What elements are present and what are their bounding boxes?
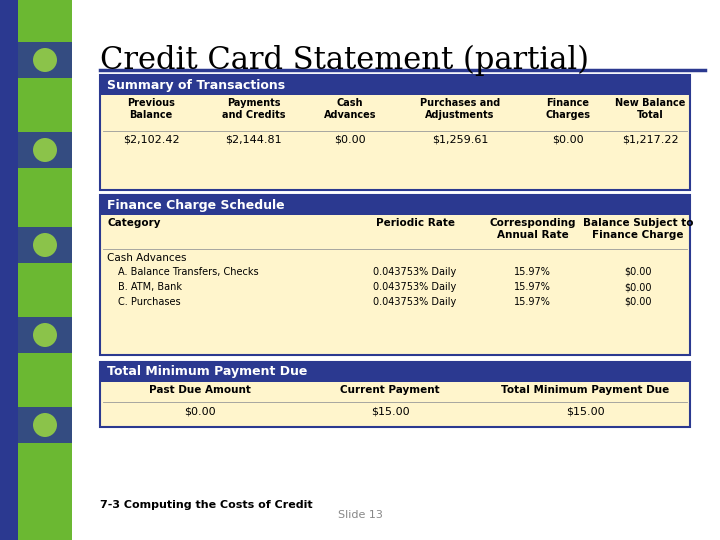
Text: B. ATM, Bank: B. ATM, Bank: [118, 282, 182, 292]
Bar: [100, 362, 690, 382]
Bar: [100, 195, 690, 215]
Bar: [18, 407, 72, 443]
Text: A. Balance Transfers, Checks: A. Balance Transfers, Checks: [118, 267, 258, 277]
Text: Category: Category: [107, 218, 161, 228]
Text: $0.00: $0.00: [624, 297, 652, 307]
Text: 0.043753% Daily: 0.043753% Daily: [374, 297, 456, 307]
Text: 7-3 Computing the Costs of Credit: 7-3 Computing the Costs of Credit: [100, 500, 312, 510]
Text: $2,144.81: $2,144.81: [225, 135, 282, 145]
Text: Previous
Balance: Previous Balance: [127, 98, 175, 119]
Text: 15.97%: 15.97%: [514, 297, 551, 307]
Text: Finance
Charges: Finance Charges: [545, 98, 590, 119]
Text: Purchases and
Adjustments: Purchases and Adjustments: [420, 98, 500, 119]
Bar: [18, 132, 72, 168]
Circle shape: [33, 48, 57, 72]
Circle shape: [33, 413, 57, 437]
Text: $0.00: $0.00: [552, 135, 583, 145]
Text: $1,259.61: $1,259.61: [432, 135, 488, 145]
Text: $15.00: $15.00: [566, 406, 605, 416]
Text: Balance Subject to
Finance Charge: Balance Subject to Finance Charge: [582, 218, 693, 240]
Text: Summary of Transactions: Summary of Transactions: [107, 78, 285, 91]
Bar: [18, 317, 72, 353]
Bar: [0, 0, 18, 540]
Text: C. Purchases: C. Purchases: [118, 297, 181, 307]
Bar: [100, 362, 690, 427]
Text: 0.043753% Daily: 0.043753% Daily: [374, 282, 456, 292]
Text: $0.00: $0.00: [624, 267, 652, 277]
Circle shape: [33, 233, 57, 257]
Circle shape: [33, 323, 57, 347]
Text: $15.00: $15.00: [371, 406, 409, 416]
Text: Total Minimum Payment Due: Total Minimum Payment Due: [107, 366, 307, 379]
Text: Slide 13: Slide 13: [338, 510, 382, 520]
Bar: [0, 0, 72, 540]
Text: $0.00: $0.00: [184, 406, 215, 416]
Text: $2,102.42: $2,102.42: [122, 135, 179, 145]
Text: Periodic Rate: Periodic Rate: [376, 218, 454, 228]
Text: Cash
Advances: Cash Advances: [324, 98, 377, 119]
Text: 15.97%: 15.97%: [514, 282, 551, 292]
Text: Credit Card Statement (partial): Credit Card Statement (partial): [100, 45, 589, 76]
Bar: [100, 75, 690, 190]
Text: Total Minimum Payment Due: Total Minimum Payment Due: [501, 385, 670, 395]
Bar: [18, 42, 72, 78]
Text: Past Due Amount: Past Due Amount: [148, 385, 251, 395]
Text: $0.00: $0.00: [334, 135, 366, 145]
Text: $0.00: $0.00: [624, 282, 652, 292]
Bar: [100, 195, 690, 355]
Text: 0.043753% Daily: 0.043753% Daily: [374, 267, 456, 277]
Text: Finance Charge Schedule: Finance Charge Schedule: [107, 199, 284, 212]
Text: Corresponding
Annual Rate: Corresponding Annual Rate: [490, 218, 576, 240]
Text: New Balance
Total: New Balance Total: [615, 98, 685, 119]
Bar: [100, 75, 690, 95]
Text: Cash Advances: Cash Advances: [107, 253, 186, 263]
Bar: [18, 227, 72, 263]
Text: Current Payment: Current Payment: [340, 385, 440, 395]
Text: 15.97%: 15.97%: [514, 267, 551, 277]
Text: $1,217.22: $1,217.22: [621, 135, 678, 145]
Text: Payments
and Credits: Payments and Credits: [222, 98, 285, 119]
Circle shape: [33, 138, 57, 162]
